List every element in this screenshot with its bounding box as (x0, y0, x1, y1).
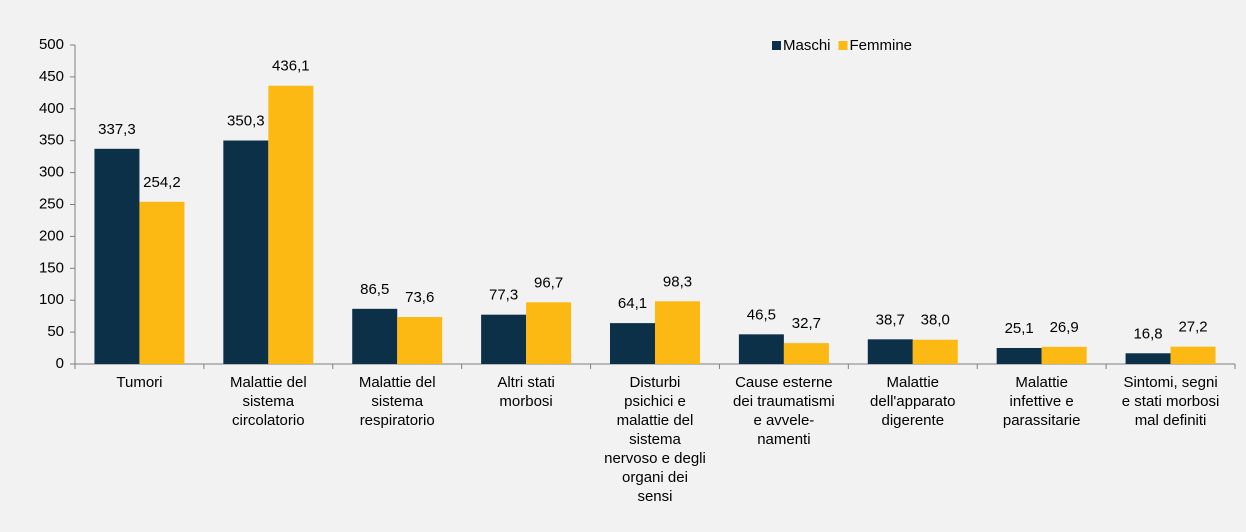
x-tick-label: Malattie del sistema respiratorio (358, 374, 436, 429)
y-tick-label: 50 (47, 323, 64, 340)
legend-label: Femmine (850, 37, 913, 54)
value-label: 350,3 (227, 112, 265, 129)
y-tick-label: 450 (39, 68, 64, 85)
bar (268, 85, 314, 365)
x-tick-label: Altri stati morbosi (497, 374, 555, 410)
value-label: 77,3 (489, 287, 518, 304)
bar (481, 314, 527, 364)
y-tick-label: 400 (39, 100, 64, 117)
x-tick-label: Malattie del sistema circolatorio (229, 374, 307, 429)
y-tick-label: 250 (39, 195, 64, 212)
y-tick-label: 350 (39, 132, 64, 149)
value-label: 337,3 (98, 121, 136, 138)
legend-swatch (772, 41, 781, 50)
bar (738, 334, 784, 364)
bar (996, 347, 1042, 364)
value-label: 254,2 (143, 174, 181, 191)
bar (783, 343, 829, 364)
value-label: 96,7 (534, 274, 563, 291)
value-label: 436,1 (272, 58, 310, 75)
legend-label: Maschi (783, 37, 831, 54)
bar (1041, 346, 1087, 364)
bar (223, 140, 269, 364)
bar (1125, 353, 1171, 364)
bar (655, 301, 700, 364)
value-label: 32,7 (792, 315, 821, 332)
y-tick-label: 300 (39, 164, 64, 181)
value-label: 25,1 (1005, 320, 1034, 337)
bar (912, 339, 958, 364)
x-tick-label: Disturbi psichici e malattie del sistema… (604, 374, 706, 505)
y-tick-label: 200 (39, 227, 64, 244)
bar (1170, 346, 1216, 364)
value-label: 27,2 (1178, 319, 1207, 336)
y-tick-label: 150 (39, 259, 64, 276)
y-tick-label: 100 (39, 291, 64, 308)
value-label: 86,5 (360, 281, 389, 298)
value-label: 98,3 (663, 273, 692, 290)
value-label: 46,5 (747, 306, 776, 323)
y-tick-label: 500 (39, 36, 64, 53)
value-label: 38,7 (876, 311, 905, 328)
bar (610, 323, 655, 364)
bar (526, 302, 572, 364)
x-tick-label: Sintomi, segni e stati morbosi mal defin… (1121, 374, 1220, 429)
value-label: 38,0 (921, 312, 950, 329)
y-tick-label: 0 (56, 355, 64, 372)
x-tick-label: Cause esterne dei traumatismi e avvele- … (733, 374, 835, 448)
x-tick-label: Malattie dell'apparato digerente (870, 374, 956, 429)
bar (867, 339, 913, 364)
bar (352, 308, 398, 364)
x-tick-label: Malattie infettive e parassitarie (1002, 374, 1081, 429)
legend-swatch (838, 41, 848, 50)
value-label: 26,9 (1050, 319, 1079, 336)
value-label: 64,1 (618, 295, 647, 312)
value-label: 16,8 (1133, 325, 1162, 342)
bar (397, 317, 443, 364)
value-label: 73,6 (405, 289, 434, 306)
bar (139, 201, 185, 364)
x-tick-label: Tumori (116, 374, 163, 391)
bar (94, 148, 140, 364)
